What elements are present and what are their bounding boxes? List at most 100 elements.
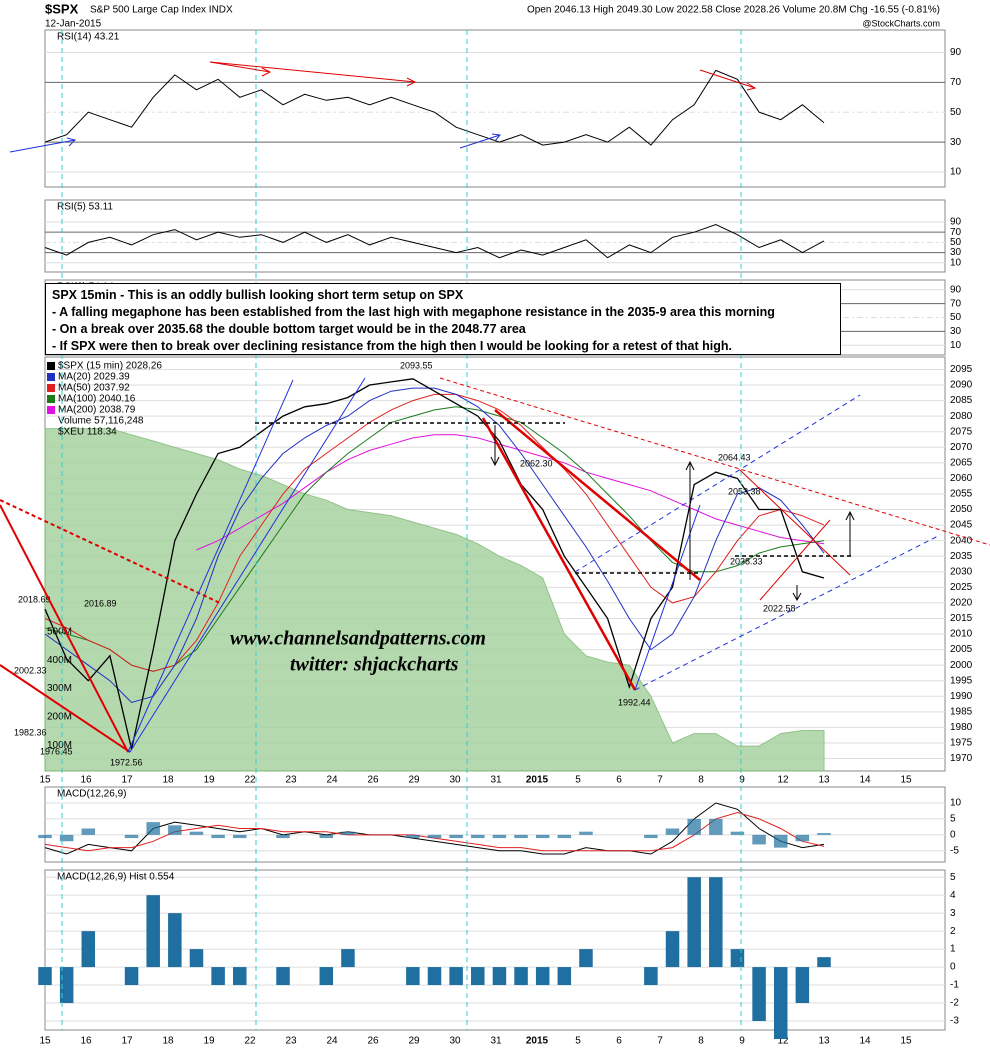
y-tick-label: 2010: [950, 629, 973, 640]
histogram-bar: [665, 828, 680, 835]
x-tick-label: 5: [575, 1036, 581, 1047]
note-line: - If SPX were then to break over declini…: [52, 339, 732, 353]
y-tick-label: 2000: [950, 660, 973, 671]
x-tick-label: 12: [777, 1036, 789, 1047]
histogram-bar: [168, 825, 182, 835]
y-tick-label: 2095: [950, 364, 973, 375]
y-tick-label: 2030: [950, 566, 973, 577]
note-box: SPX 15min - This is an oddly bullish loo…: [45, 283, 841, 355]
legend-swatch: [47, 384, 55, 392]
trend-line: [0, 504, 129, 753]
volume-tick-label: 100M: [47, 740, 72, 751]
arrow: [792, 585, 802, 602]
y-tick-label: 2055: [950, 489, 973, 500]
note-line: - A falling megaphone has been establish…: [52, 305, 775, 319]
histogram-bar: [709, 877, 723, 968]
histogram-bar: [795, 834, 810, 842]
y-tick-label: 30: [950, 137, 962, 148]
y-tick-label: 90: [950, 47, 962, 58]
histogram-bar: [579, 831, 593, 835]
panel-title: MACD(12,26,9) Hist 0.554: [57, 872, 175, 883]
panel-title: RSI(5) 53.11: [57, 202, 113, 213]
price-label: 1972.56: [110, 757, 143, 767]
legend-swatch: [47, 395, 55, 403]
trend-line: [759, 519, 831, 601]
x-tick-label: 2015: [526, 775, 549, 786]
histogram-bar: [406, 967, 420, 986]
histogram-bar: [449, 834, 463, 839]
note-line: - On a break over 2035.68 the double bot…: [52, 322, 526, 336]
price-label: 2053.38: [728, 486, 761, 496]
trend-line: [739, 469, 851, 576]
legend-label: MA(200) 2038.79: [58, 405, 136, 416]
y-tick-label: 2085: [950, 395, 973, 406]
panel-frame: [44, 199, 946, 273]
y-tick-label: 70: [950, 77, 962, 88]
y-tick-label: 4: [950, 890, 956, 901]
x-tick-label: 8: [698, 1036, 704, 1047]
x-tick-label: 31: [490, 1036, 502, 1047]
panel-frame: [44, 869, 946, 1031]
rsi-arrow: [209, 61, 417, 87]
x-tick-label: 26: [367, 775, 379, 786]
legend-label: MA(100) 2040.16: [58, 394, 136, 405]
histogram-bar: [644, 834, 658, 839]
histogram-bar: [471, 834, 485, 839]
legend-label: $XEU 118.34: [58, 427, 117, 438]
y-tick-label: 2: [950, 926, 956, 937]
y-tick-label: 10: [950, 798, 962, 809]
y-tick-label: 2090: [950, 380, 973, 391]
x-tick-label: 15: [900, 775, 912, 786]
quote: Open 2046.13 High 2049.30 Low 2022.58 Cl…: [527, 5, 940, 16]
legend-label: Volume 57,116,248: [58, 416, 144, 427]
y-tick-label: 2005: [950, 644, 973, 655]
panel: 5 4 3 2 1 0 -1 -2 -3 MACD(12,26,9) Hist 0.554: [38, 869, 959, 1039]
arrows: [490, 425, 855, 602]
histogram-bar: [319, 967, 334, 986]
y-tick-label: 10: [950, 167, 962, 178]
histogram-bar: [535, 967, 550, 986]
price-label: 2018.69: [18, 594, 51, 604]
histogram-bar: [709, 818, 723, 835]
y-tick-label: -5: [950, 845, 959, 856]
y-tick-label: 90: [950, 284, 962, 295]
x-tick-label: 29: [408, 1036, 420, 1047]
y-tick-label: 1970: [950, 753, 973, 764]
histogram-bar: [773, 967, 788, 1039]
legend-swatch: [47, 373, 55, 381]
histogram-bar: [730, 831, 745, 835]
x-tick-label: 13: [818, 1036, 830, 1047]
y-tick-label: 30: [950, 247, 962, 258]
y-tick-label: -1: [950, 980, 959, 991]
y-tick-label: 1980: [950, 722, 973, 733]
note-line: SPX 15min - This is an oddly bullish loo…: [52, 288, 464, 302]
series-line: [44, 802, 825, 855]
histogram-bar: [514, 834, 528, 839]
y-tick-label: -2: [950, 998, 959, 1009]
x-tick-label: 31: [490, 775, 502, 786]
y-tick-label: 2045: [950, 520, 973, 531]
histogram-bar: [773, 834, 788, 848]
legend-swatch: [47, 362, 55, 370]
y-tick-label: 1985: [950, 706, 973, 717]
x-tick-label: 30: [449, 1036, 461, 1047]
x-tick-label: 14: [859, 1036, 871, 1047]
y-tick-label: 70: [950, 227, 962, 238]
series-line: [44, 378, 825, 750]
date-markers: [61, 30, 742, 1030]
price-label: 2022.58: [763, 603, 796, 613]
trend-line: [481, 417, 637, 691]
price-label: 2016.89: [84, 598, 117, 608]
volume-tick-label: 400M: [47, 655, 72, 666]
histogram-bar: [124, 834, 139, 839]
rsi-arrow: [459, 133, 501, 149]
x-tick-label: 16: [80, 1036, 92, 1047]
y-tick-label: 10: [950, 340, 962, 351]
price-label: 1976.45: [40, 746, 73, 756]
histogram-bar: [341, 949, 355, 968]
histogram-bar: [752, 834, 766, 845]
x-tick-label: 15: [39, 775, 51, 786]
